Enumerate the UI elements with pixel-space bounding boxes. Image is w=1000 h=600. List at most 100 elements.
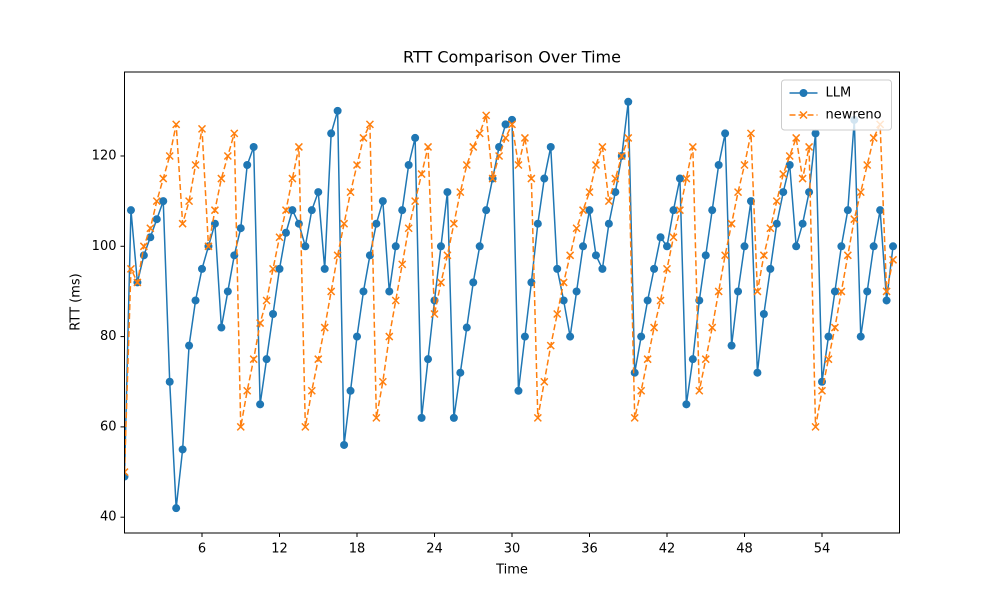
marker	[533, 219, 542, 228]
marker	[456, 368, 465, 377]
marker	[643, 296, 652, 305]
marker	[520, 133, 529, 142]
marker	[365, 120, 374, 129]
marker	[398, 206, 407, 215]
marker	[159, 174, 168, 183]
marker	[197, 124, 207, 133]
marker	[721, 129, 730, 138]
legend-label: LLM	[826, 86, 852, 101]
marker	[320, 264, 329, 273]
marker	[333, 106, 342, 115]
marker	[275, 233, 284, 242]
marker	[856, 332, 865, 341]
marker	[811, 129, 820, 138]
marker	[139, 251, 148, 260]
marker	[798, 219, 807, 228]
marker	[178, 219, 187, 228]
marker	[591, 160, 600, 170]
marker	[579, 242, 588, 251]
marker	[604, 197, 613, 206]
marker	[249, 142, 258, 151]
marker	[236, 422, 245, 431]
marker	[514, 386, 523, 395]
marker	[598, 264, 607, 273]
marker	[501, 120, 510, 129]
marker	[740, 160, 749, 170]
marker	[424, 142, 433, 151]
marker	[327, 129, 336, 138]
marker	[256, 400, 265, 409]
marker	[178, 445, 187, 454]
marker	[746, 129, 755, 138]
y-tick-label: 60	[100, 419, 117, 434]
marker	[210, 206, 219, 215]
marker	[456, 188, 465, 197]
marker	[656, 233, 665, 242]
marker	[805, 188, 814, 197]
marker	[449, 413, 458, 422]
marker	[411, 133, 420, 142]
marker	[475, 129, 484, 138]
marker	[327, 287, 336, 296]
marker	[695, 386, 704, 395]
plot-frame	[124, 71, 900, 534]
marker	[294, 142, 303, 151]
marker	[611, 174, 620, 183]
marker	[682, 400, 691, 409]
marker	[269, 310, 278, 319]
marker	[352, 160, 362, 170]
marker	[314, 355, 323, 364]
marker	[443, 188, 452, 197]
marker	[262, 296, 271, 305]
marker	[869, 242, 878, 251]
marker	[650, 264, 659, 273]
marker	[436, 278, 445, 287]
x-tick-label: 48	[736, 542, 753, 557]
marker	[449, 219, 458, 228]
marker	[333, 251, 342, 260]
marker	[759, 251, 768, 260]
marker	[889, 255, 898, 264]
x-tick-label: 30	[504, 542, 521, 557]
marker	[378, 377, 387, 386]
marker	[372, 219, 381, 228]
marker	[320, 323, 329, 332]
chart-title: RTT Comparison Over Time	[403, 48, 621, 67]
marker	[624, 97, 633, 106]
marker	[669, 206, 678, 215]
marker	[811, 422, 820, 431]
marker	[650, 323, 659, 332]
marker	[307, 386, 316, 395]
marker	[353, 332, 361, 341]
marker	[604, 219, 613, 228]
marker	[630, 368, 639, 377]
marker	[275, 264, 284, 273]
marker	[553, 264, 562, 273]
marker	[572, 224, 581, 233]
series-line	[124, 101, 894, 509]
marker	[217, 323, 226, 332]
marker	[824, 332, 833, 341]
marker	[294, 219, 303, 228]
marker	[772, 197, 781, 206]
marker	[824, 355, 833, 364]
marker	[462, 323, 471, 332]
marker	[766, 224, 775, 233]
marker	[404, 161, 413, 170]
marker	[708, 206, 717, 215]
legend-marker	[799, 110, 808, 120]
x-tick-label: 42	[659, 542, 676, 557]
marker	[869, 133, 878, 142]
marker	[863, 287, 872, 296]
marker	[385, 332, 394, 341]
marker	[262, 355, 271, 364]
marker	[340, 219, 349, 228]
marker	[772, 219, 781, 228]
marker	[288, 174, 297, 183]
marker	[566, 251, 575, 260]
y-tick-label: 80	[100, 329, 117, 344]
marker	[443, 251, 452, 260]
series-line	[124, 115, 894, 473]
marker	[624, 133, 633, 142]
